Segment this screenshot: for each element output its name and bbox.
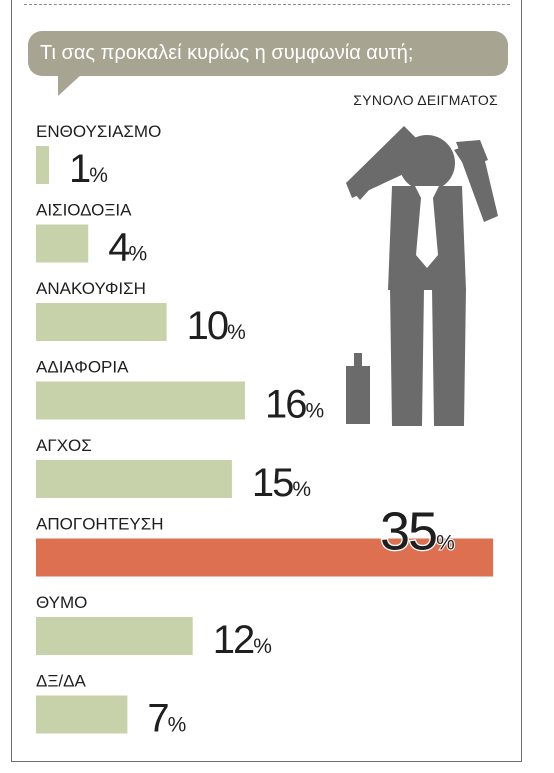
data-label: 35% [380, 502, 455, 562]
data-unit: % [292, 478, 311, 501]
data-unit: % [128, 243, 147, 266]
dashed-divider [24, 4, 510, 5]
bottle-icon [346, 353, 370, 424]
data-label: 1% [69, 147, 108, 191]
category-label: ΑΠΟΓΟΗΤΕΥΣΗ [36, 515, 164, 534]
data-value: 16 [265, 383, 306, 427]
bar [36, 224, 89, 263]
worried-man-icon [346, 126, 498, 426]
category-label: ΑΝΑΚΟΥΦΙΣΗ [36, 279, 146, 298]
data-label: 10% [187, 304, 246, 348]
data-unit: % [89, 164, 108, 187]
bar [36, 617, 193, 655]
data-value: 15 [252, 461, 293, 505]
data-label: 15% [252, 461, 311, 505]
data-value: 1 [69, 147, 90, 191]
category-label: ΑΓΧΟΣ [36, 436, 92, 455]
data-unit: % [253, 635, 272, 658]
data-unit: % [227, 321, 246, 344]
bar [36, 695, 128, 734]
data-label: 12% [213, 618, 272, 662]
chart-frame [11, 0, 522, 762]
category-label: ΔΞ/ΔΑ [36, 672, 86, 691]
category-label: ΕΝΘΟΥΣΙΑΣΜΟ [36, 122, 161, 141]
data-value: 7 [147, 697, 168, 741]
question-bubble: Τι σας προκαλεί κυρίως η συμφωνία αυτή; [28, 31, 508, 76]
category-label: ΑΙΣΙΟΔΟΞΙΑ [36, 201, 132, 220]
data-label: 7% [147, 697, 186, 741]
chart-subtitle: ΣΥΝΟΛΟ ΔΕΙΓΜΑΤΟΣ [353, 92, 498, 108]
data-value: 35 [380, 502, 436, 562]
bar-highlight [36, 538, 494, 577]
data-value: 10 [187, 304, 228, 348]
data-value: 12 [213, 618, 254, 662]
data-label: 4% [108, 226, 147, 270]
data-unit: % [168, 714, 187, 737]
data-value: 4 [108, 226, 130, 270]
data-unit: % [305, 400, 324, 423]
data-label: 16% [265, 383, 324, 427]
bar [36, 146, 50, 184]
data-unit: % [436, 532, 455, 555]
bar [36, 303, 167, 341]
bar [36, 460, 232, 498]
category-label: ΑΔΙΑΦΟΡΙΑ [36, 358, 129, 377]
bar [36, 381, 245, 420]
category-label: ΘΥΜΟ [36, 593, 87, 612]
question-bubble-tail [58, 74, 82, 96]
